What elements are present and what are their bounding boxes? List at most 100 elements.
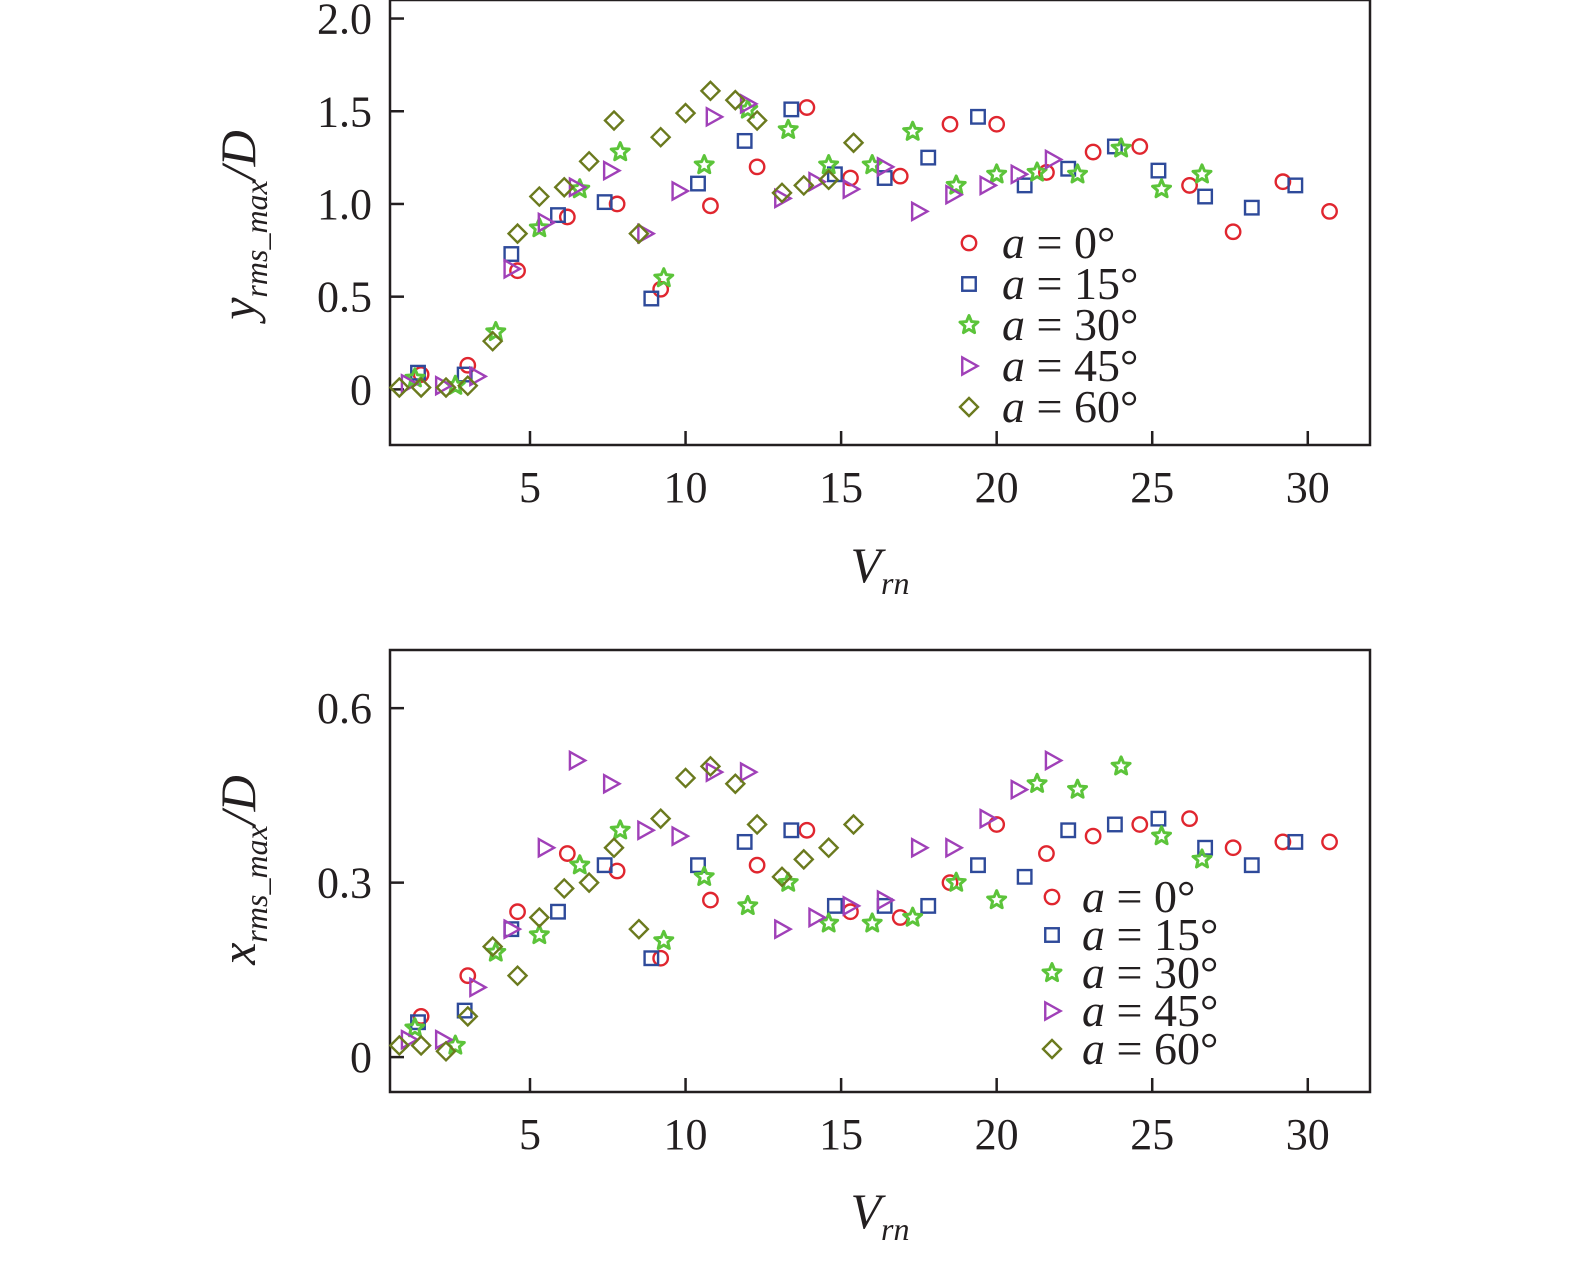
data-point-a0	[1181, 810, 1198, 828]
data-point-a30	[986, 163, 1008, 184]
data-point-a15	[1287, 833, 1304, 850]
data-point-a60	[771, 866, 793, 888]
data-point-a60	[842, 813, 865, 836]
legend-marker-a45	[1044, 1000, 1064, 1022]
data-point-a30	[945, 174, 967, 195]
data-point-a60	[410, 1034, 432, 1057]
data-point-a0	[1038, 845, 1055, 862]
data-point-a30	[569, 854, 591, 875]
data-point-a0	[941, 115, 959, 133]
legend-label-value: = 0°	[1025, 217, 1115, 268]
y-axis-title-suffix: /D	[210, 130, 266, 183]
y-tick-label: 1.0	[317, 180, 372, 229]
data-point-a45	[842, 178, 862, 200]
data-point-a15	[970, 108, 986, 125]
data-point-a60	[388, 376, 411, 399]
data-point-a45	[537, 211, 557, 234]
data-point-a45	[537, 837, 557, 859]
data-point-a60	[388, 1034, 411, 1057]
data-point-a0	[608, 195, 626, 213]
legend-label: a = 30°	[1082, 947, 1218, 998]
data-point-a45	[568, 176, 588, 198]
y-axis-ticks: 0 0.5 1.0 1.5 2.0	[317, 0, 404, 414]
x-axis-title-sub: rn	[881, 565, 909, 601]
data-point-a60	[603, 109, 625, 132]
legend-item: a = 15°	[1044, 909, 1218, 960]
data-point-a15	[1150, 810, 1167, 827]
legend-item: a = 30°	[958, 299, 1138, 350]
x-tick-label: 5	[519, 1110, 541, 1159]
data-point-a45	[705, 106, 725, 128]
data-point-a15	[690, 175, 706, 192]
data-point-a30	[737, 894, 759, 916]
x-axis-title: Vrn	[851, 537, 910, 601]
data-point-a30	[609, 141, 631, 162]
data-point-a60	[603, 837, 625, 859]
data-point-a45	[876, 156, 896, 178]
legend-label-symbol: a	[1082, 985, 1105, 1036]
x-tick-label: 25	[1130, 1110, 1174, 1159]
y-tick-label: 0	[350, 1033, 372, 1082]
data-point-a45	[568, 749, 588, 772]
legend-label-value: = 15°	[1105, 909, 1218, 960]
data-point-a30	[861, 912, 883, 933]
data-point-a45	[910, 200, 930, 222]
x-axis-title-main: V	[851, 1183, 887, 1239]
legend-label-value: = 15°	[1025, 258, 1138, 309]
data-point-a60	[771, 182, 793, 204]
data-point-a15	[643, 950, 660, 967]
legend-marker-a60	[1041, 1038, 1063, 1060]
legend-marker-a60	[958, 396, 980, 418]
data-point-a30	[404, 1017, 426, 1038]
data-point-a45	[1010, 778, 1030, 801]
data-point-a0	[1224, 223, 1242, 241]
data-point-a45	[400, 373, 420, 395]
data-point-a60	[817, 169, 840, 191]
data-point-a45	[469, 976, 489, 998]
x-tick-label: 15	[819, 1110, 863, 1159]
y-tick-label: 0.6	[317, 684, 372, 733]
data-point-a45	[1010, 163, 1030, 185]
data-point-a15	[550, 207, 566, 224]
data-point-a60	[699, 755, 722, 778]
chart-y-rms: 0 0.5 1.0 1.5 2.0 5 10 15 20 25 30 Vrn yrms_max/D…	[210, 0, 1372, 601]
legend-marker-a30	[958, 314, 980, 335]
legend-item: a = 15°	[961, 258, 1138, 309]
chart-x-rms: 0 0.3 0.6 5 10 15 20 25 30 Vrn xrms_max/D a = 0…	[210, 648, 1372, 1247]
data-point-a45	[671, 825, 691, 847]
legend-item: a = 0°	[1043, 871, 1195, 922]
legend-label: a = 0°	[1002, 217, 1115, 268]
legend-label-value: = 45°	[1025, 340, 1138, 391]
legend-label-symbol: a	[1002, 258, 1025, 309]
legend-label-value: = 30°	[1025, 299, 1138, 350]
data-point-a60	[724, 773, 747, 795]
data-point-a30	[1151, 178, 1173, 199]
data-points	[388, 749, 1338, 1062]
data-point-a0	[459, 356, 477, 374]
data-point-a60	[628, 222, 650, 245]
data-point-a30	[528, 217, 550, 238]
legend-marker-a30	[1041, 962, 1063, 983]
legend-label: a = 15°	[1082, 909, 1218, 960]
data-point-a0	[1321, 202, 1338, 220]
data-point-a60	[649, 126, 672, 148]
data-point-a60	[481, 330, 504, 352]
legend-marker-a15	[961, 276, 977, 292]
y-tick-label: 0.3	[317, 859, 372, 908]
data-point-a15	[1197, 188, 1214, 205]
y-tick-label: 1.5	[317, 87, 372, 136]
legend-item: a = 30°	[1041, 947, 1218, 998]
y-axis-title-main: y	[210, 297, 266, 325]
data-point-a15	[970, 857, 986, 874]
y-axis-title-sub: rms_max	[238, 180, 274, 297]
data-point-a15	[1150, 162, 1167, 179]
data-point-a60	[553, 176, 575, 198]
legend-item: a = 60°	[1041, 1023, 1218, 1074]
legend-label-symbol: a	[1002, 381, 1025, 432]
data-point-a45	[945, 184, 965, 206]
x-axis-title-sub: rn	[881, 1211, 909, 1247]
data-point-a60	[481, 935, 504, 958]
data-point-a0	[1084, 143, 1102, 161]
legend-marker-a0	[1043, 888, 1061, 906]
